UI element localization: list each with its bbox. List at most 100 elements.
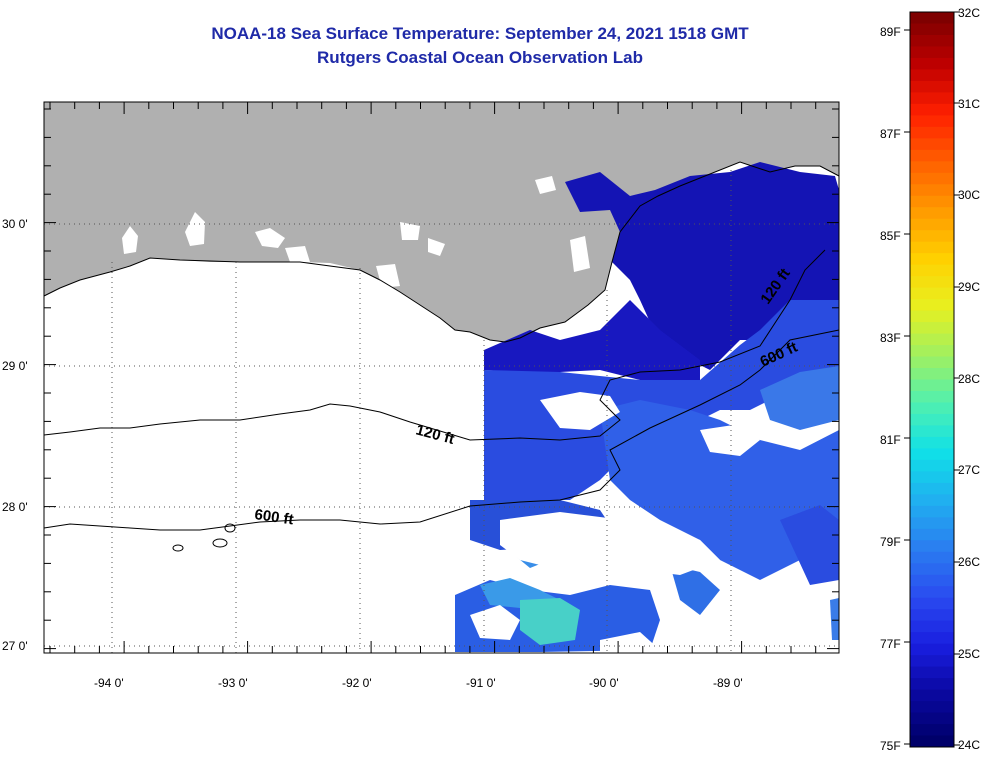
lake-4 [285,246,310,262]
colorbar-band [910,390,954,403]
colorbar-band [910,724,954,737]
lon-label-90: -90 0' [589,676,619,690]
colorbar-band [910,448,954,461]
colorbar-band [910,632,954,645]
colorbar-band [910,218,954,231]
colorbar-band [910,620,954,633]
colorbar-band [910,149,954,162]
colorbar-band [910,563,954,576]
colorbar-c-29: 29C [958,280,981,294]
colorbar-band [910,413,954,426]
contour-600ft [43,329,840,531]
colorbar-c-25: 25C [958,647,981,661]
colorbar-band [910,574,954,587]
contour-island-3 [224,523,236,533]
lon-label-91: -91 0' [466,676,496,690]
colorbar-c-32: 32C [958,6,981,20]
colorbar-band [910,735,954,748]
colorbar-band [910,517,954,530]
colorbar-band [910,436,954,449]
colorbar-band [910,356,954,369]
lake-3 [255,228,285,248]
colorbar-band [910,678,954,691]
colorbar-band [910,368,954,380]
colorbar-c-31: 31C [958,97,981,111]
colorbar-band [910,276,954,289]
colorbar-band [910,712,954,725]
colorbar-band [910,46,954,59]
colorbar-band [910,597,954,610]
colorbar-band [910,402,954,415]
colorbar-band [910,689,954,702]
map-frame [43,101,840,654]
colorbar-band [910,287,954,300]
contour-island-2 [212,538,228,548]
colorbar-f-89: 89F [880,25,901,39]
map-title: NOAA-18 Sea Surface Temperature: Septemb… [211,24,749,43]
colorbar-c-26: 26C [958,555,981,569]
lake-5 [400,222,420,240]
map-subtitle: Rutgers Coastal Ocean Observation Lab [317,48,643,67]
colorbar-band [910,92,954,105]
colorbar-band [910,230,954,243]
colorbar-band [910,310,954,323]
colorbar-c-27: 27C [958,463,981,477]
colorbar-band [910,103,954,116]
colorbar-band [910,207,954,220]
lat-label-29: 29 0' [2,359,28,373]
colorbar-band [910,264,954,277]
contour-120ft [43,249,826,441]
lat-label-30: 30 0' [2,217,28,231]
colorbar-band [910,459,954,472]
colorbar-band [910,195,954,208]
lon-label-93: -93 0' [218,676,248,690]
colorbar-band [910,80,954,93]
colorbar-band [910,528,954,541]
colorbar-band [910,379,954,392]
colorbar-band [910,172,954,185]
colorbar-band [910,425,954,438]
colorbar-c-30: 30C [958,188,981,202]
colorbar-band [910,23,954,36]
colorbar-band [910,609,954,622]
colorbar-band [910,253,954,266]
colorbar-band [910,184,954,197]
colorbar-band [910,655,954,668]
colorbar-band [910,505,954,518]
colorbar-band [910,161,954,174]
colorbar-frame [909,11,955,748]
lake-1 [122,226,138,254]
colorbar [904,11,960,748]
colorbar-f-83: 83F [880,331,901,345]
lake-7 [376,264,400,288]
lake-8 [535,176,556,194]
colorbar-band [910,57,954,70]
sst-data-swath [455,162,839,652]
lon-label-94: -94 0' [94,676,124,690]
lake-6 [428,238,445,256]
land-mass [44,102,839,342]
colorbar-band [910,666,954,679]
contour-island-1 [172,544,184,552]
colorbar-band [910,345,954,358]
coastline [43,161,840,343]
colorbar-f-75: 75F [880,739,901,753]
lat-label-28: 28 0' [2,500,28,514]
colorbar-c-24: 24C [958,738,981,752]
colorbar-band [910,333,954,346]
colorbar-band [910,299,954,312]
colorbar-f-81: 81F [880,433,901,447]
colorbar-c-28: 28C [958,372,981,386]
lat-label-27: 27 0' [2,639,28,653]
lake-9 [570,236,590,272]
colorbar-band [910,643,954,656]
colorbar-band [910,701,954,714]
colorbar-band [910,494,954,507]
colorbar-band [910,12,954,24]
colorbar-band [910,322,954,335]
frame-ticks [44,102,839,653]
colorbar-band [910,586,954,599]
colorbar-band [910,551,954,564]
colorbar-band [910,241,954,254]
